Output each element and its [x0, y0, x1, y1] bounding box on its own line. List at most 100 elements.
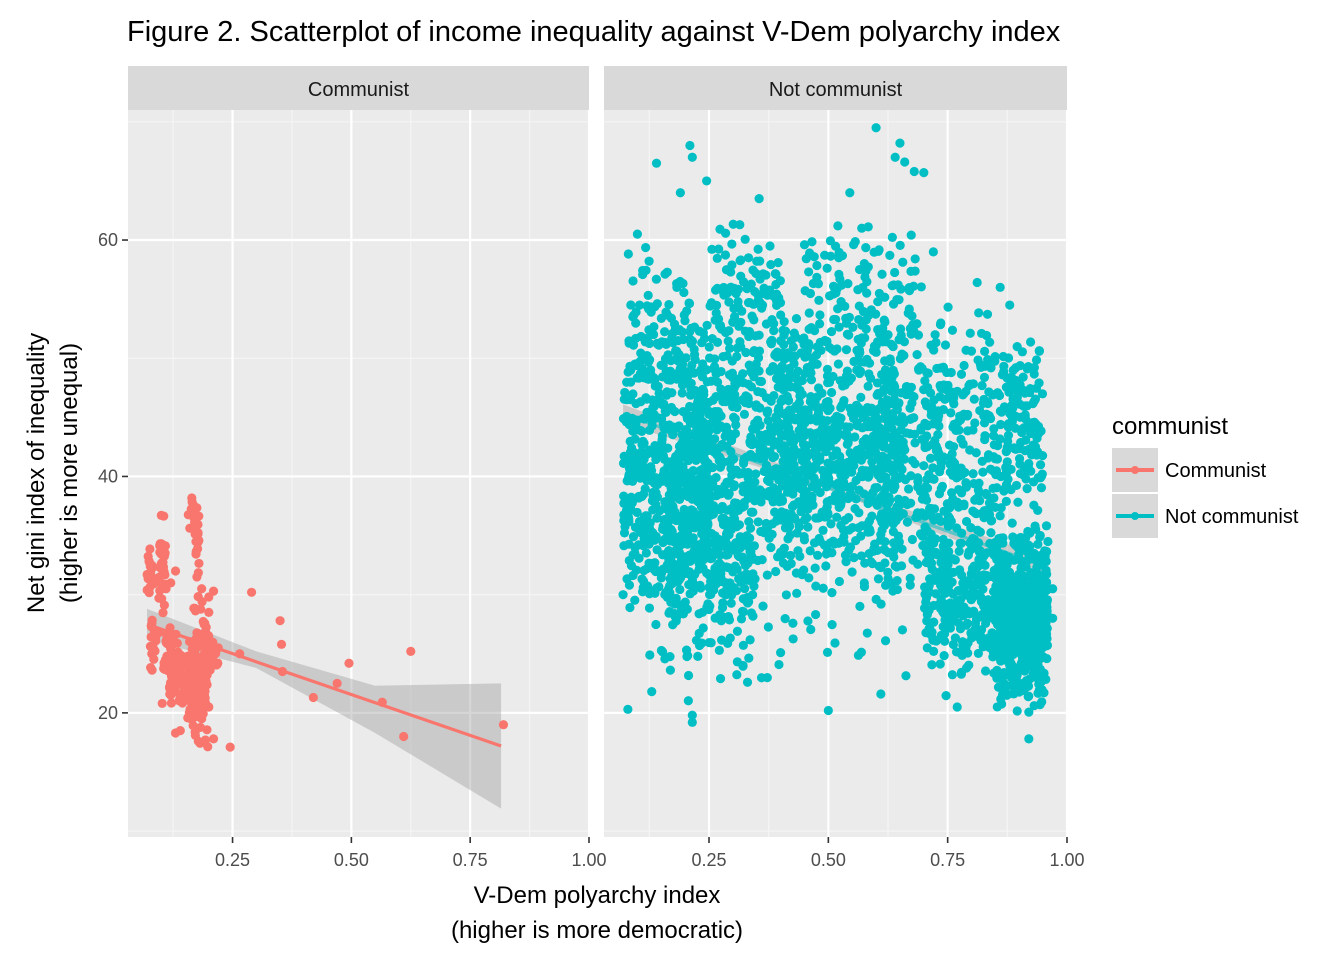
data-point	[700, 431, 710, 441]
data-point	[693, 651, 703, 661]
data-point	[1006, 377, 1017, 387]
data-point	[974, 308, 984, 318]
data-point	[694, 609, 704, 619]
data-point	[727, 356, 737, 366]
data-point	[663, 584, 674, 594]
data-point	[849, 552, 859, 563]
data-point	[1036, 605, 1046, 615]
data-point	[871, 123, 881, 133]
data-point	[1037, 697, 1047, 707]
data-point	[928, 463, 938, 473]
data-point	[858, 436, 868, 447]
data-point	[910, 438, 920, 448]
data-point	[771, 269, 781, 279]
data-point	[792, 528, 802, 538]
data-point	[854, 508, 864, 518]
data-point	[792, 588, 802, 598]
data-point	[750, 286, 760, 297]
data-point	[671, 346, 681, 356]
data-point	[661, 339, 671, 349]
data-point	[996, 419, 1006, 430]
data-point	[199, 634, 209, 644]
data-point	[744, 398, 754, 409]
data-point	[878, 463, 888, 473]
data-point	[649, 401, 659, 411]
data-point	[197, 714, 207, 724]
data-point	[662, 267, 672, 277]
data-point	[626, 466, 636, 476]
y-axis: 20 40 60	[98, 230, 128, 723]
data-point	[1008, 403, 1018, 413]
data-point	[647, 687, 657, 697]
data-point	[689, 368, 699, 378]
data-point	[981, 330, 992, 341]
data-point	[721, 537, 731, 547]
data-point	[1034, 679, 1044, 689]
strip-communist	[128, 66, 589, 110]
data-point	[1001, 567, 1011, 577]
data-point	[848, 322, 858, 332]
data-point	[812, 260, 822, 271]
data-point	[654, 388, 664, 398]
data-point	[943, 615, 953, 625]
data-point	[994, 390, 1005, 401]
data-point	[936, 630, 946, 641]
data-point	[166, 578, 176, 588]
data-point	[998, 576, 1008, 586]
data-point	[928, 247, 938, 257]
data-point	[748, 507, 758, 517]
data-point	[952, 702, 962, 712]
data-point	[638, 489, 649, 499]
data-point	[944, 569, 954, 579]
data-point	[995, 650, 1005, 661]
data-point	[771, 516, 782, 526]
data-point	[1029, 550, 1039, 561]
data-point	[873, 324, 883, 335]
data-point	[776, 647, 786, 658]
data-point	[831, 314, 841, 325]
data-point	[619, 528, 630, 538]
data-point	[905, 580, 915, 590]
data-point	[729, 393, 740, 404]
data-point	[702, 320, 712, 330]
data-point	[1028, 477, 1039, 487]
data-point	[955, 411, 965, 421]
data-point	[920, 434, 930, 444]
data-point	[949, 599, 959, 609]
x-tick-label: 1.00	[571, 850, 606, 870]
data-point	[917, 494, 928, 504]
data-point	[689, 344, 699, 354]
data-point	[651, 454, 661, 465]
data-point	[683, 670, 694, 681]
data-point	[193, 736, 203, 746]
data-point	[941, 691, 951, 701]
data-point	[675, 188, 685, 198]
data-point	[660, 514, 671, 524]
data-point	[145, 544, 155, 554]
data-point	[839, 396, 849, 406]
data-point	[933, 448, 944, 458]
data-point	[906, 266, 916, 276]
data-point	[946, 367, 956, 378]
data-point	[836, 413, 846, 423]
data-point	[987, 612, 997, 622]
data-point	[891, 471, 901, 481]
data-point	[685, 140, 695, 151]
data-point	[344, 658, 354, 668]
data-point	[642, 373, 652, 384]
data-point	[682, 539, 693, 549]
data-point	[972, 277, 982, 288]
data-point	[993, 568, 1003, 578]
data-point	[806, 375, 817, 385]
data-point	[761, 518, 771, 529]
data-point	[758, 269, 768, 279]
data-point	[643, 290, 653, 301]
data-point	[874, 245, 884, 255]
data-point	[713, 314, 724, 324]
data-point	[637, 574, 647, 584]
data-point	[1000, 686, 1010, 696]
data-point	[749, 346, 759, 356]
data-point	[919, 461, 929, 471]
data-point	[733, 296, 743, 307]
data-point	[710, 354, 720, 364]
